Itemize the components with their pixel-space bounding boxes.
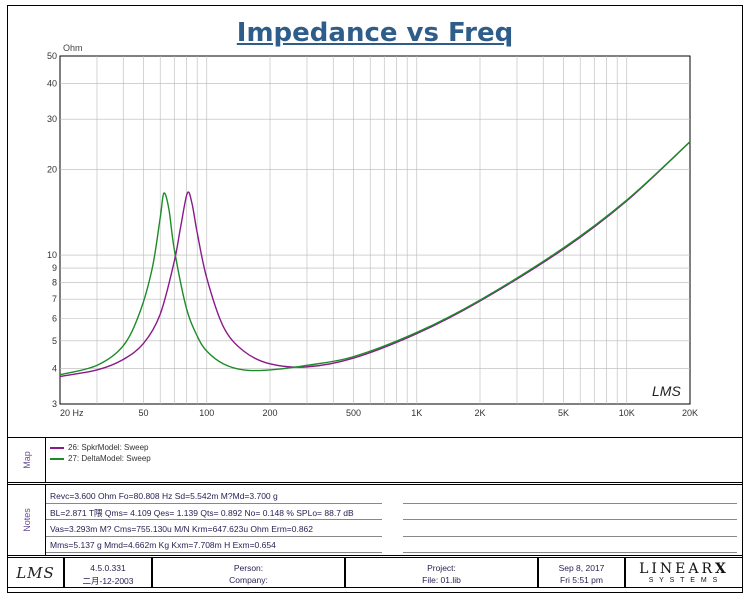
x-tick-label: 500 xyxy=(346,408,361,418)
series-line-2 xyxy=(59,141,691,376)
y-tick-label: 30 xyxy=(47,114,57,124)
footer-company: Company: xyxy=(229,575,268,585)
plot-area xyxy=(59,55,691,405)
footer-project: Project: xyxy=(427,563,456,573)
y-tick-labels: 3 4 5 6 7 8 9 10 20 30 40 50 xyxy=(47,51,57,409)
footer-lms-logo: LMS xyxy=(16,564,55,582)
legend-item-series-2[interactable]: 27: DeltaModel: Sweep xyxy=(50,454,151,463)
footer-date: Sep 8, 2017 xyxy=(558,563,605,573)
note-rule-2b xyxy=(403,519,737,520)
legend-panel: Map 26: SpkrModel: Sweep 27: DeltaModel:… xyxy=(7,437,743,483)
x-tick-labels: 20 Hz 50 100 200 500 1K 2K 5K 10K 20K xyxy=(60,408,698,418)
note-rule-4b xyxy=(403,552,737,553)
note-rule-1b xyxy=(403,503,737,504)
y-tick-label: 9 xyxy=(52,263,57,273)
legend-item-series-1[interactable]: 26: SpkrModel: Sweep xyxy=(50,443,149,452)
footer-time: Fri 5:51 pm xyxy=(560,575,603,585)
note-line-1: Revc=3.600 Ohm Fo=80.808 Hz Sd=5.542m M?… xyxy=(50,491,278,501)
y-tick-label: 10 xyxy=(47,250,57,260)
y-tick-label: 8 xyxy=(52,278,57,288)
notes-side-label: Notes xyxy=(21,508,32,532)
legend-side-label: Map xyxy=(21,451,32,469)
x-tick-label: 10K xyxy=(619,408,635,418)
footer-brand-x: X xyxy=(715,561,729,577)
legend-label-1: 26: SpkrModel: Sweep xyxy=(68,443,149,452)
x-tick-label: 5K xyxy=(558,408,569,418)
footer-brand-top: LINEAR xyxy=(639,561,716,577)
y-tick-label: 7 xyxy=(52,294,57,304)
y-tick-label: 6 xyxy=(52,313,57,323)
footer-date-cell: Sep 8, 2017 Fri 5:51 pm xyxy=(538,557,625,588)
legend-label-2: 27: DeltaModel: Sweep xyxy=(68,454,151,463)
x-tick-label: 20 Hz xyxy=(60,408,84,418)
y-tick-label: 4 xyxy=(52,363,57,373)
y-tick-label: 3 xyxy=(52,399,57,409)
footer-file: File: 01.lib xyxy=(422,575,461,585)
lms-watermark: LMS xyxy=(652,383,681,399)
footer-brand: LINEARX xyxy=(626,561,742,577)
x-tick-label: 20K xyxy=(682,408,698,418)
legend-side-tab: Map xyxy=(8,438,46,482)
footer-version-cell: 4.5.0.331 二月-12-2003 xyxy=(64,557,152,588)
notes-panel: Notes Revc=3.600 Ohm Fo=80.808 Hz Sd=5.5… xyxy=(7,484,743,556)
note-line-3: Vas=3.293m M? Cms=755.130u M/N Krm=647.6… xyxy=(50,524,314,534)
footer-brand-bottom: S Y S T E M S xyxy=(648,577,720,584)
footer-project-cell: Project: File: 01.lib xyxy=(345,557,538,588)
footer-version-date: 二月-12-2003 xyxy=(82,576,134,586)
series-line-1 xyxy=(59,141,691,378)
footer-logo-cell: LMS xyxy=(7,557,64,588)
footer-person-cell: Person: Company: xyxy=(152,557,345,588)
footer-brand-cell: LINEARX S Y S T E M S xyxy=(625,557,743,588)
footer-version: 4.5.0.331 xyxy=(90,563,126,573)
y-tick-label: 50 xyxy=(47,51,57,61)
note-rule-3b xyxy=(403,536,737,537)
notes-side-tab: Notes xyxy=(8,485,46,555)
footer-person: Person: xyxy=(233,563,264,573)
note-line-4: Mms=5.137 g Mmd=4.662m Kg Kxm=7.708m H E… xyxy=(50,540,276,550)
note-line-2: BL=2.871 T隈 Qms= 4.109 Qes= 1.139 Qts= 0… xyxy=(50,508,354,518)
y-tick-label: 40 xyxy=(47,79,57,89)
x-tick-label: 50 xyxy=(139,408,149,418)
x-tick-label: 100 xyxy=(199,408,214,418)
impedance-chart: 3 4 5 6 7 8 9 10 20 30 40 50 20 Hz 50 100 200 500 1K 2K 5K… xyxy=(47,43,698,418)
note-rule-3 xyxy=(46,536,382,537)
chart-title: Impedance vs Freq xyxy=(236,18,514,48)
x-tick-label: 1K xyxy=(411,408,422,418)
y-axis-label: Ohm xyxy=(63,43,83,53)
series-group xyxy=(59,141,691,378)
x-tick-label: 2K xyxy=(474,408,485,418)
legend-swatch-2 xyxy=(50,457,64,460)
y-tick-label: 5 xyxy=(52,336,57,346)
note-rule-2 xyxy=(46,519,382,520)
note-rule-1 xyxy=(46,503,382,504)
x-tick-label: 200 xyxy=(262,408,277,418)
note-rule-4 xyxy=(46,552,382,553)
y-tick-label: 20 xyxy=(47,164,57,174)
legend-swatch-1 xyxy=(50,446,64,449)
